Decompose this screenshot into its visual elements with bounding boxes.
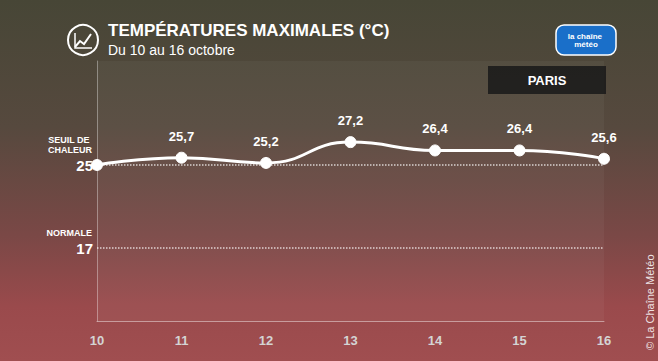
svg-text:12: 12 — [259, 333, 273, 348]
svg-text:17: 17 — [76, 240, 93, 257]
svg-text:CHALEUR: CHALEUR — [48, 145, 92, 155]
svg-text:25,2: 25,2 — [253, 134, 278, 149]
svg-text:Du 10 au 16 octobre: Du 10 au 16 octobre — [108, 42, 235, 58]
svg-text:SEUIL DE: SEUIL DE — [48, 135, 92, 145]
svg-text:TEMPÉRATURES MAXIMALES (°C): TEMPÉRATURES MAXIMALES (°C) — [108, 21, 389, 40]
svg-text:14: 14 — [428, 333, 443, 348]
svg-text:25: 25 — [76, 157, 93, 174]
svg-text:25,7: 25,7 — [169, 129, 194, 144]
svg-text:la chaîne: la chaîne — [567, 31, 605, 41]
svg-text:16: 16 — [597, 333, 611, 348]
svg-text:26,4: 26,4 — [507, 121, 533, 136]
svg-text:PARIS: PARIS — [528, 73, 567, 88]
svg-text:NORMALE: NORMALE — [47, 228, 93, 238]
svg-text:météo: météo — [574, 40, 598, 49]
svg-text:26,4: 26,4 — [422, 121, 448, 136]
svg-text:13: 13 — [343, 333, 357, 348]
svg-text:15: 15 — [512, 333, 526, 348]
svg-text:27,2: 27,2 — [338, 113, 363, 128]
svg-text:© La Chaîne Météo: © La Chaîne Météo — [644, 254, 656, 350]
svg-text:10: 10 — [90, 333, 104, 348]
svg-text:11: 11 — [175, 333, 189, 348]
svg-text:25,6: 25,6 — [591, 130, 616, 145]
